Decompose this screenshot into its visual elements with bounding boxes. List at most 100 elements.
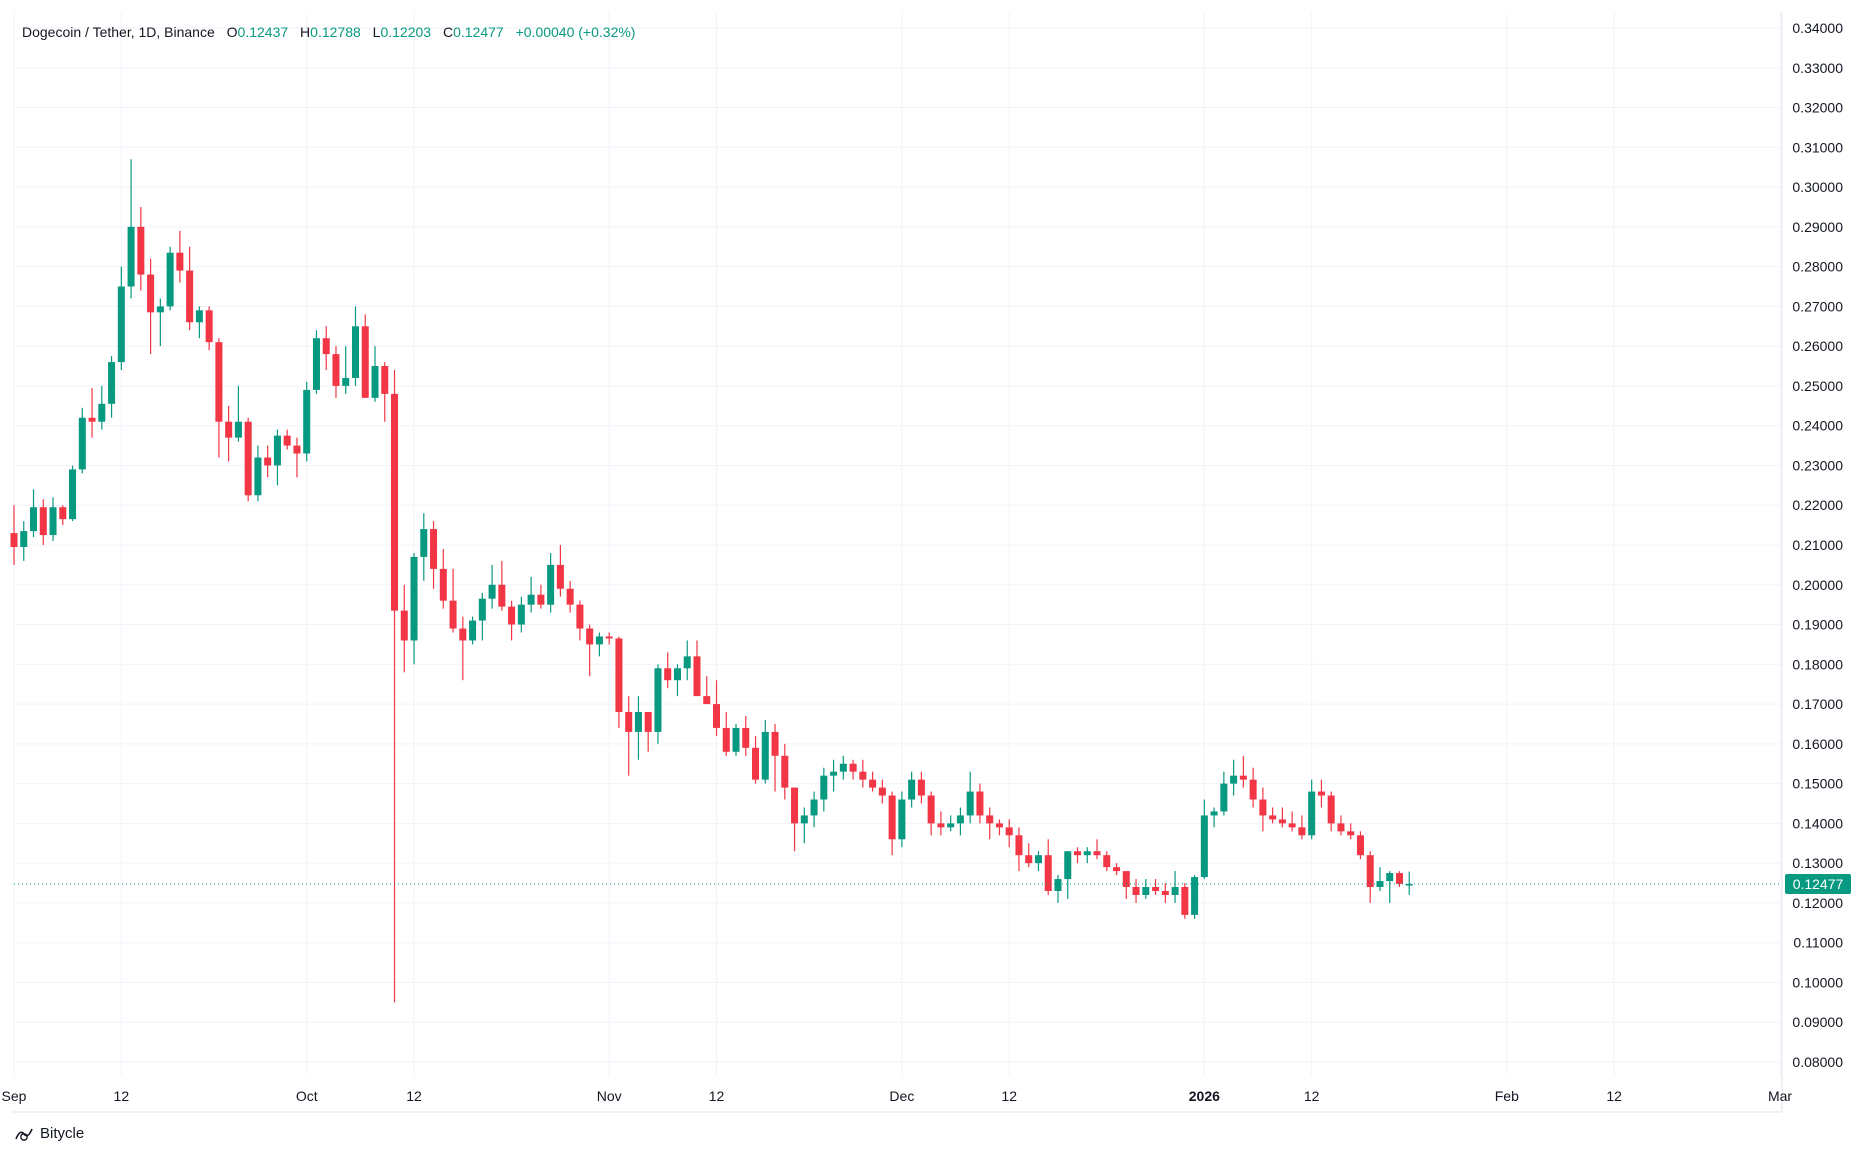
candle-body — [1249, 779, 1257, 800]
price-tick-label: 0.15000 — [1792, 776, 1843, 792]
price-tick-label: 0.22000 — [1792, 497, 1843, 513]
candle — [59, 505, 67, 526]
candle — [176, 230, 184, 283]
candle — [1356, 831, 1364, 860]
price-tick-label: 0.21000 — [1792, 537, 1843, 553]
candle — [664, 652, 672, 689]
candle — [1005, 819, 1013, 848]
candle-body — [634, 712, 642, 732]
candle-body — [615, 638, 623, 713]
candle — [420, 513, 428, 581]
high-value: 0.12788 — [310, 24, 361, 40]
price-tick-label: 0.32000 — [1792, 100, 1843, 116]
candle — [556, 545, 564, 597]
price-tick-label: 0.27000 — [1792, 298, 1843, 314]
candle-body — [1278, 819, 1286, 824]
candle — [517, 596, 525, 633]
candle-body — [273, 435, 281, 466]
candle — [1376, 867, 1384, 891]
candle-body — [1337, 823, 1345, 832]
change-value: +0.00040 (+0.32%) — [515, 24, 636, 40]
candle-body — [498, 584, 506, 607]
candle — [1269, 807, 1277, 824]
candle-body — [1210, 811, 1218, 816]
candle-body — [654, 668, 662, 732]
candle — [1044, 839, 1052, 895]
candle — [1308, 779, 1316, 840]
candle — [566, 580, 574, 613]
candle-body — [956, 815, 964, 824]
last-price-label: 0.12477 — [1793, 876, 1844, 892]
candle — [761, 719, 769, 784]
candle — [1161, 883, 1169, 903]
candle-body — [449, 600, 457, 629]
candle-body — [898, 799, 906, 840]
candle — [917, 771, 925, 804]
candle-body — [361, 326, 369, 398]
candle — [908, 771, 916, 808]
candle-body — [722, 727, 730, 752]
candle-body — [917, 779, 925, 796]
time-tick-label: Sep — [2, 1088, 27, 1104]
candle — [752, 735, 760, 784]
candle — [215, 338, 223, 458]
candle-body — [1025, 855, 1033, 864]
candle — [381, 362, 389, 422]
candle — [849, 759, 857, 780]
candle — [1298, 815, 1306, 840]
time-tick-label: 12 — [1304, 1088, 1320, 1104]
candle — [1317, 779, 1325, 808]
time-tick-label: 12 — [709, 1088, 725, 1104]
price-axis[interactable]: 0.08000 0.09000 0.10000 0.11000 0.12000 0.130… — [1781, 12, 1851, 1112]
candle — [234, 385, 242, 442]
candle — [986, 807, 994, 840]
candle-body — [439, 568, 447, 601]
candle — [1278, 807, 1286, 828]
candle-body — [908, 779, 916, 800]
candle — [1093, 839, 1101, 860]
candle — [10, 505, 18, 565]
close-label: C — [442, 24, 454, 40]
candle — [371, 346, 379, 402]
candle-body — [1113, 867, 1121, 872]
candle-body — [283, 435, 291, 446]
candle — [225, 405, 233, 462]
symbol-legend: Dogecoin / Tether, 1D, Binance O0.12437 … — [22, 24, 635, 40]
candle-body — [195, 310, 203, 323]
candle — [1200, 799, 1208, 880]
candle-body — [1308, 791, 1316, 836]
candle-body — [576, 604, 584, 629]
candle — [947, 815, 955, 832]
candle-body — [1103, 855, 1111, 868]
candle — [644, 712, 652, 752]
candle-body — [430, 529, 438, 569]
candle-body — [254, 457, 262, 496]
candle-body — [459, 628, 467, 641]
candle — [625, 696, 633, 776]
symbol-title: Dogecoin / Tether, 1D, Binance — [22, 24, 215, 40]
time-axis[interactable]: Sep 12 Oct 12 Nov 12 Dec 12 2026 12 Feb 12 Mar — [2, 1088, 1793, 1113]
candle — [244, 417, 252, 502]
candle — [878, 779, 886, 804]
price-tick-label: 0.18000 — [1792, 656, 1843, 672]
candle-body — [332, 354, 340, 386]
price-tick-label: 0.17000 — [1792, 696, 1843, 712]
candle-body — [215, 342, 223, 422]
candle-body — [810, 799, 818, 816]
candle — [20, 521, 28, 561]
candle — [1386, 871, 1394, 903]
candle — [810, 791, 818, 828]
candle — [1073, 847, 1082, 864]
candle-body — [303, 389, 311, 454]
candle — [703, 676, 711, 705]
candle-body — [1005, 827, 1013, 836]
candle — [478, 592, 486, 641]
low-value: 0.12203 — [380, 24, 432, 40]
candle — [537, 584, 545, 609]
candle — [595, 632, 603, 657]
candle — [976, 783, 984, 824]
candle-body — [625, 712, 633, 732]
candle — [264, 445, 272, 478]
candle-body — [205, 310, 213, 343]
